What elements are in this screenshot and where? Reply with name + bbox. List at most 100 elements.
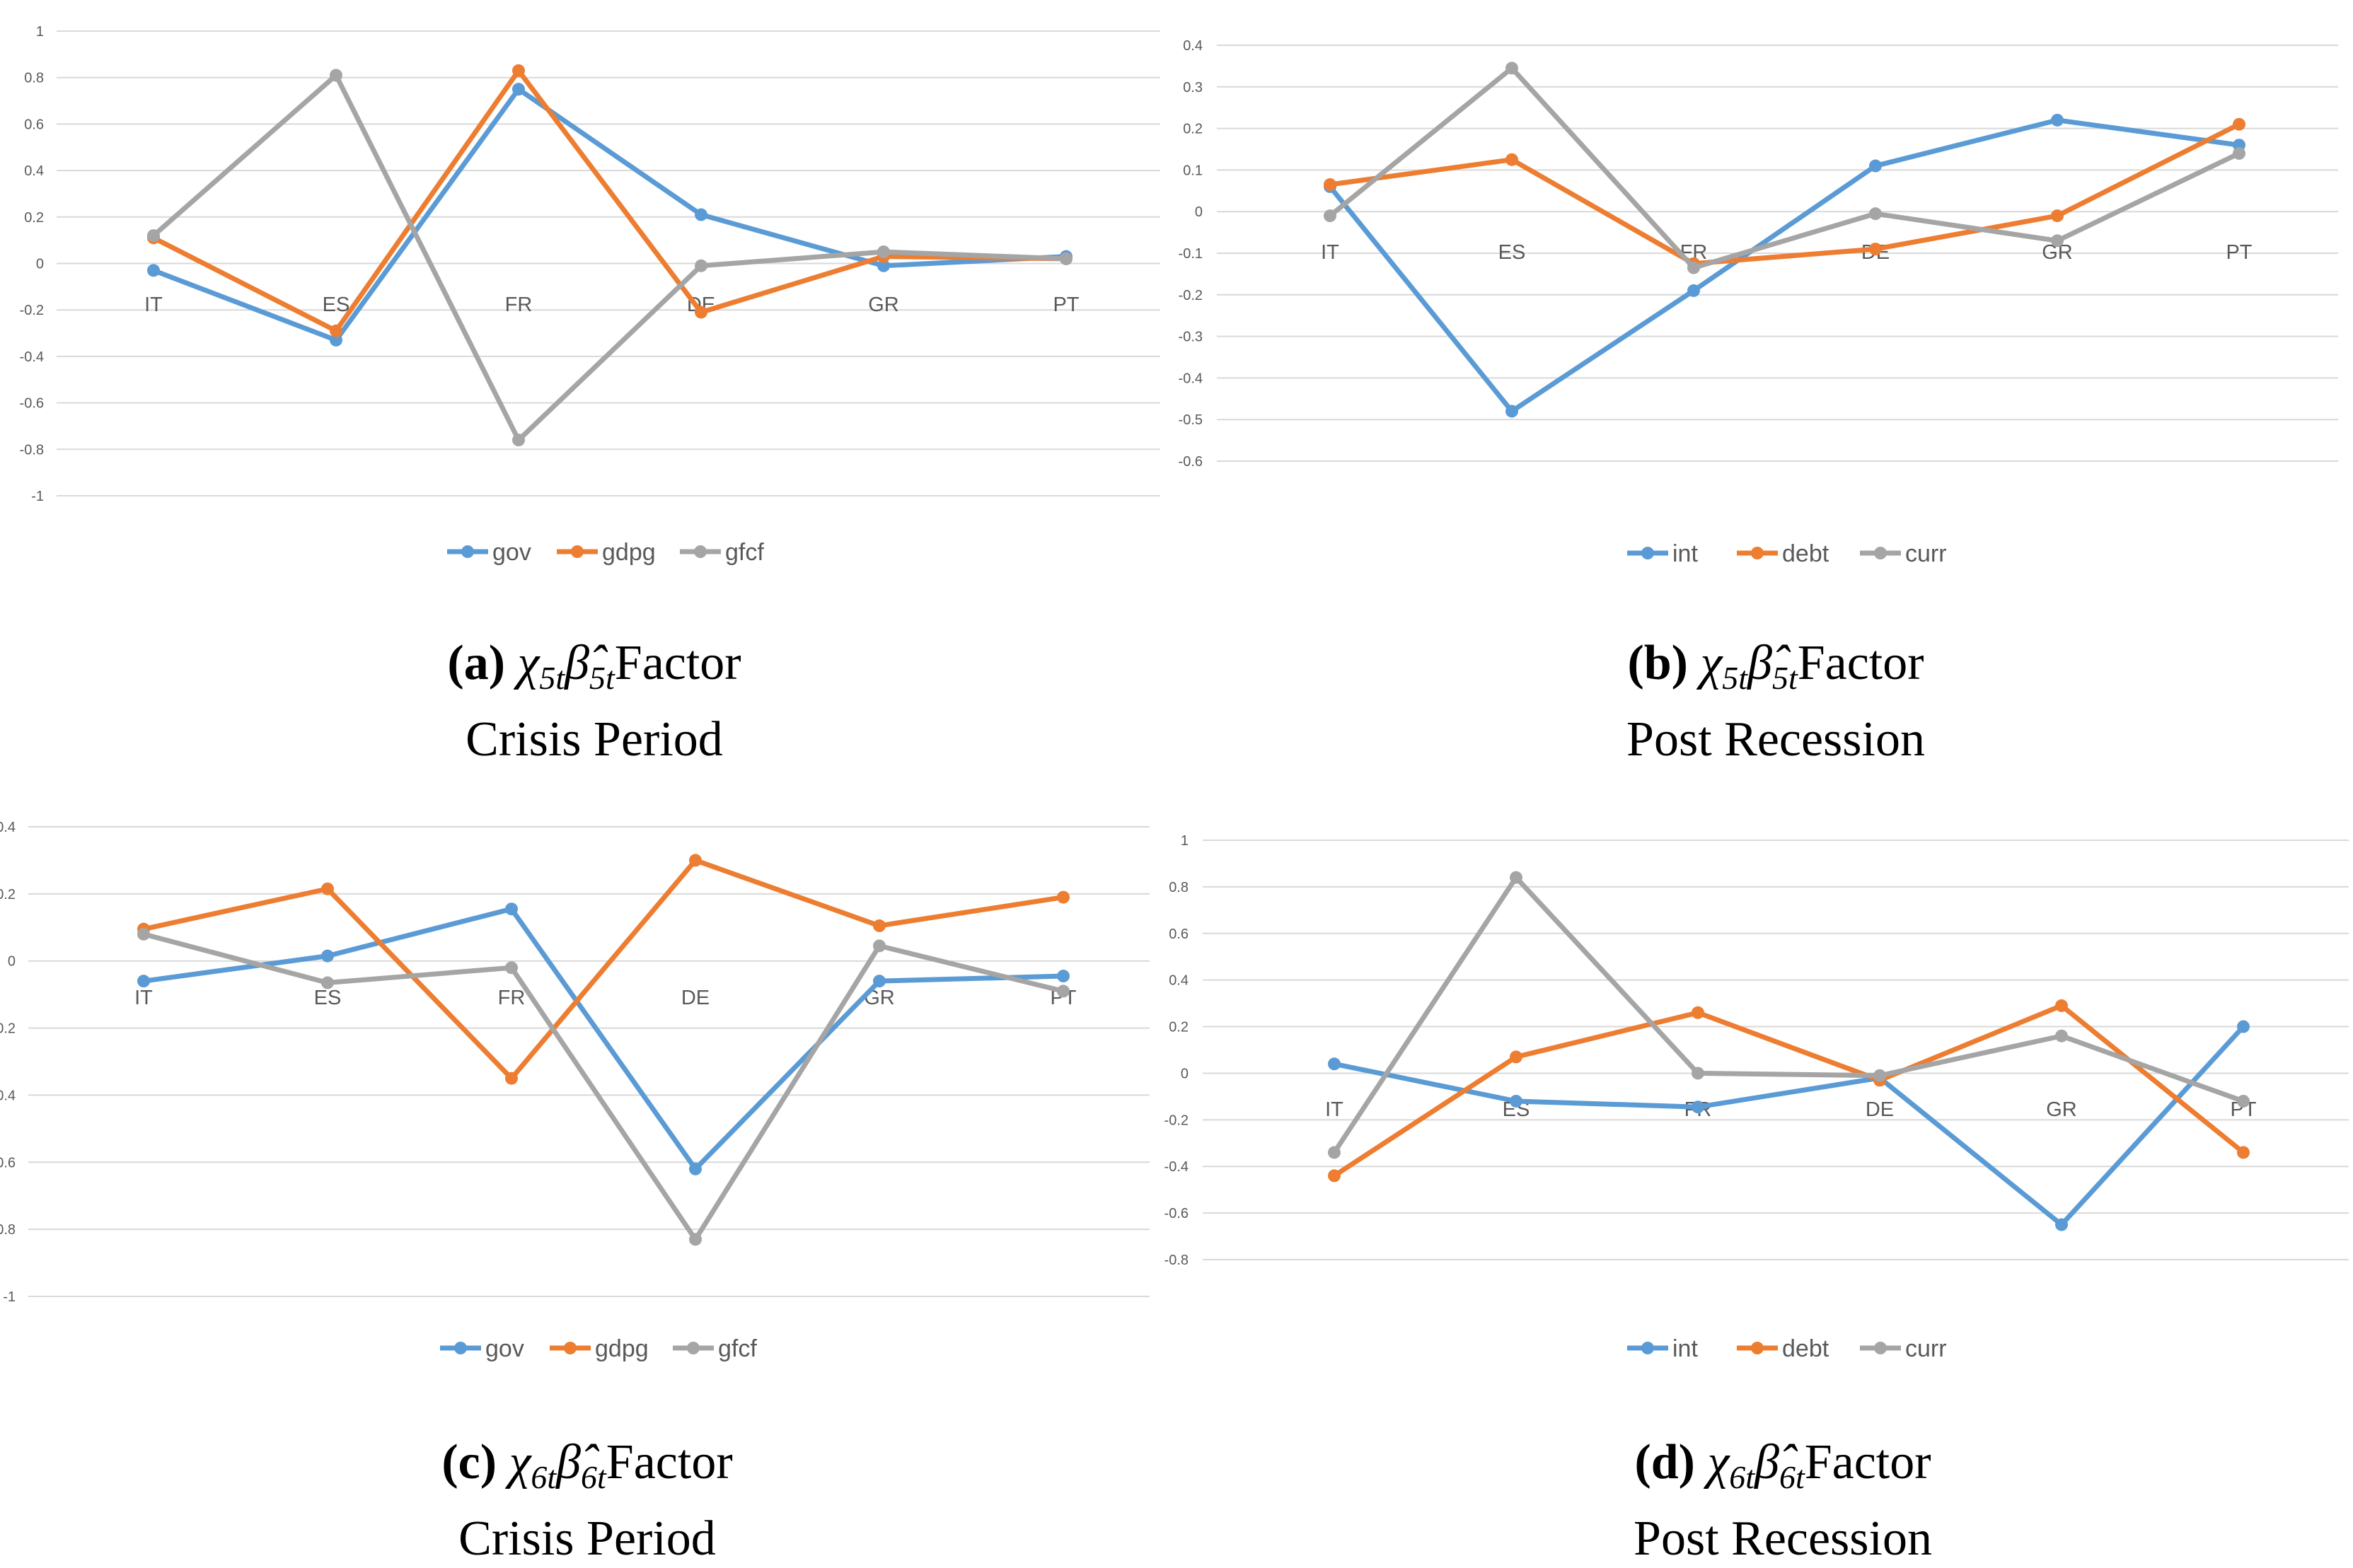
panel-d-series-curr-point xyxy=(1510,871,1522,884)
panel-b-series-curr-point xyxy=(2233,146,2245,160)
panel-c-ytick-label: -0.4 xyxy=(0,1088,16,1103)
panel-b-ytick-label: -0.1 xyxy=(1179,246,1203,262)
panel-d-series-debt-point xyxy=(1328,1169,1341,1183)
panel-c-series-gov-point xyxy=(873,975,886,988)
panel-b-series-curr-point xyxy=(2051,234,2064,248)
panel-a-ytick-label: -0.6 xyxy=(20,396,44,412)
panel-a-series-gov-point xyxy=(877,259,890,272)
panel-a-series-gfcf-point xyxy=(330,69,342,82)
panel-a-plot: 10.80.60.40.20-0.2-0.4-0.6-0.8-1IT ES FR DE… xyxy=(20,24,1160,504)
panel-b-series-curr-point xyxy=(1505,62,1518,75)
panel-c-legend-marker-gov xyxy=(454,1342,467,1354)
panel-c-series-gdpg-point xyxy=(1057,890,1070,904)
panel-c-series-gfcf-point xyxy=(1057,985,1070,998)
panel-b-series-debt-point xyxy=(2233,117,2245,131)
panel-b-ytick-label: 0.3 xyxy=(1183,80,1203,95)
panel-a-ytick-label: -0.2 xyxy=(20,303,44,318)
panel-d-legend-marker-debt xyxy=(1751,1342,1764,1354)
panel-d-ytick-label: -0.8 xyxy=(1164,1253,1189,1268)
panel-c-legend-label-gdpg: gdpg xyxy=(595,1335,649,1362)
panel-a-ytick-label: 0.8 xyxy=(24,71,44,86)
panel-b-legend-marker-debt xyxy=(1751,547,1764,559)
panel-b-legend-label-curr: curr xyxy=(1905,540,1947,567)
panel-c-caption-line2: Crisis Period xyxy=(458,1511,716,1566)
panel-d-ytick-label: 0.6 xyxy=(1169,927,1189,942)
panel-b-series-int-point xyxy=(1869,159,1882,173)
panel-b-ytick-label: -0.3 xyxy=(1179,330,1203,345)
panel-d-series-int-point xyxy=(1328,1057,1341,1071)
panel-a-category-label: ES xyxy=(323,294,350,316)
panel-b-series-curr-point xyxy=(1687,261,1700,274)
panel-b-series-debt-point xyxy=(2051,209,2064,223)
panel-a-category-label: PT xyxy=(1053,294,1079,316)
panel-a-series-gfcf-point xyxy=(877,245,890,259)
panel-c-series-gdpg-point xyxy=(873,919,886,932)
panel-d-series-debt-point xyxy=(2055,999,2068,1012)
panel-b-ytick-label: 0 xyxy=(1195,204,1203,220)
panel-d-ytick-label: 0 xyxy=(1181,1066,1189,1081)
panel-b-series-debt-point xyxy=(1869,243,1882,256)
panel-d-series-curr-point xyxy=(1873,1069,1886,1082)
panel-d-ytick-label: -0.2 xyxy=(1164,1113,1189,1128)
panel-d-series-debt-point xyxy=(2237,1146,2250,1159)
panel-d-series-int-point xyxy=(1692,1100,1704,1114)
panel-c-series-gov-point xyxy=(137,975,150,988)
panel-a-caption-line2: Crisis Period xyxy=(466,712,723,767)
panel-d-ytick-label: -0.6 xyxy=(1164,1206,1189,1221)
panel-d-series-debt-line xyxy=(1331,1003,2246,1178)
panel-b-caption-line2: Post Recession xyxy=(1626,712,1925,767)
panel-a-series-gfcf-point xyxy=(147,229,160,243)
panel-b-category-label: PT xyxy=(2226,241,2252,264)
panel-b-legend-marker-curr xyxy=(1874,547,1887,559)
panel-d-category-label: IT xyxy=(1325,1098,1343,1121)
panel-c-ytick-label: 0.2 xyxy=(0,887,16,902)
panel-b-ytick-label: -0.5 xyxy=(1179,412,1203,428)
panel-b-series-int-point xyxy=(2051,113,2064,127)
panel-b-legend: int debt curr xyxy=(1627,540,1947,567)
panel-d-caption-line1: (d) χ6tβ̂6tFactor xyxy=(1634,1435,1931,1495)
panel-a-legend-label-gov: gov xyxy=(492,539,531,566)
panel-d-ytick-label: -0.4 xyxy=(1164,1159,1189,1175)
panel-c-series-gdpg-point xyxy=(689,854,702,867)
panel-c-series-gov-point xyxy=(505,902,518,916)
panel-c-ytick-label: -0.6 xyxy=(0,1155,16,1171)
panel-c-series-gdpg-point xyxy=(505,1072,518,1085)
panel-a-series-gfcf-point xyxy=(512,434,525,447)
panel-c-series-gfcf-line xyxy=(141,931,1066,1242)
panel-b-series-debt-point xyxy=(1505,153,1518,166)
panel-a-legend-marker-gov xyxy=(461,545,474,558)
panel-a-ytick-label: -0.4 xyxy=(20,349,44,365)
panel-c-category-label: IT xyxy=(134,987,153,1009)
panel-d-series-int-point xyxy=(2237,1020,2250,1033)
panel-b-ytick-label: 0.4 xyxy=(1183,38,1203,54)
panel-d-category-label: GR xyxy=(2046,1098,2077,1121)
panel-a-series-gdpg-point xyxy=(512,64,525,77)
panel-d-series-curr-point xyxy=(1328,1146,1341,1159)
panel-d-plot: 10.80.60.40.20-0.2-0.4-0.6-0.8ITESFRDEGR… xyxy=(1164,833,2349,1268)
panel-a-series-gfcf-point xyxy=(1060,252,1073,265)
panel-b-ytick-label: 0.2 xyxy=(1183,122,1203,137)
panel-a-ytick-label: 0.2 xyxy=(24,210,44,226)
panel-a-ytick-label: 0 xyxy=(36,257,44,272)
panel-d-ytick-label: 1 xyxy=(1181,833,1189,849)
panel-b-plot: 0.4 0.3 0.2 0.1 0 -0.1 -0.2 -0.3 -0.4 -0.5 -0.6 IT E… xyxy=(1179,38,2338,470)
panel-d: 10.80.60.40.20-0.2-0.4-0.6-0.8ITESFRDEGR… xyxy=(1164,833,2349,1566)
panel-b-series-curr-line xyxy=(1327,65,2242,271)
panel-a-legend-label-gfcf: gfcf xyxy=(725,539,764,566)
panel-a-category-label: FR xyxy=(505,294,533,316)
panel-a-ytick-label: 1 xyxy=(36,24,44,40)
panel-d-ytick-label: 0.8 xyxy=(1169,880,1189,895)
panel-b-ytick-label: -0.6 xyxy=(1179,454,1203,470)
panel-d-series-debt-point xyxy=(1510,1050,1522,1064)
panel-c-ytick-label: -1 xyxy=(3,1289,16,1305)
panel-c-legend-label-gfcf: gfcf xyxy=(718,1335,757,1362)
panel-a-series-gov-point xyxy=(330,333,342,347)
panel-d-series-curr-line xyxy=(1331,875,2246,1155)
panel-c-caption-line1: (c) χ6tβ̂6tFactor xyxy=(441,1435,732,1495)
panel-c-category-label: FR xyxy=(498,987,526,1009)
panel-b: 0.4 0.3 0.2 0.1 0 -0.1 -0.2 -0.3 -0.4 -0.5 -0.6 IT E… xyxy=(1179,38,2338,767)
panel-a-ytick-label: -0.8 xyxy=(20,442,44,458)
